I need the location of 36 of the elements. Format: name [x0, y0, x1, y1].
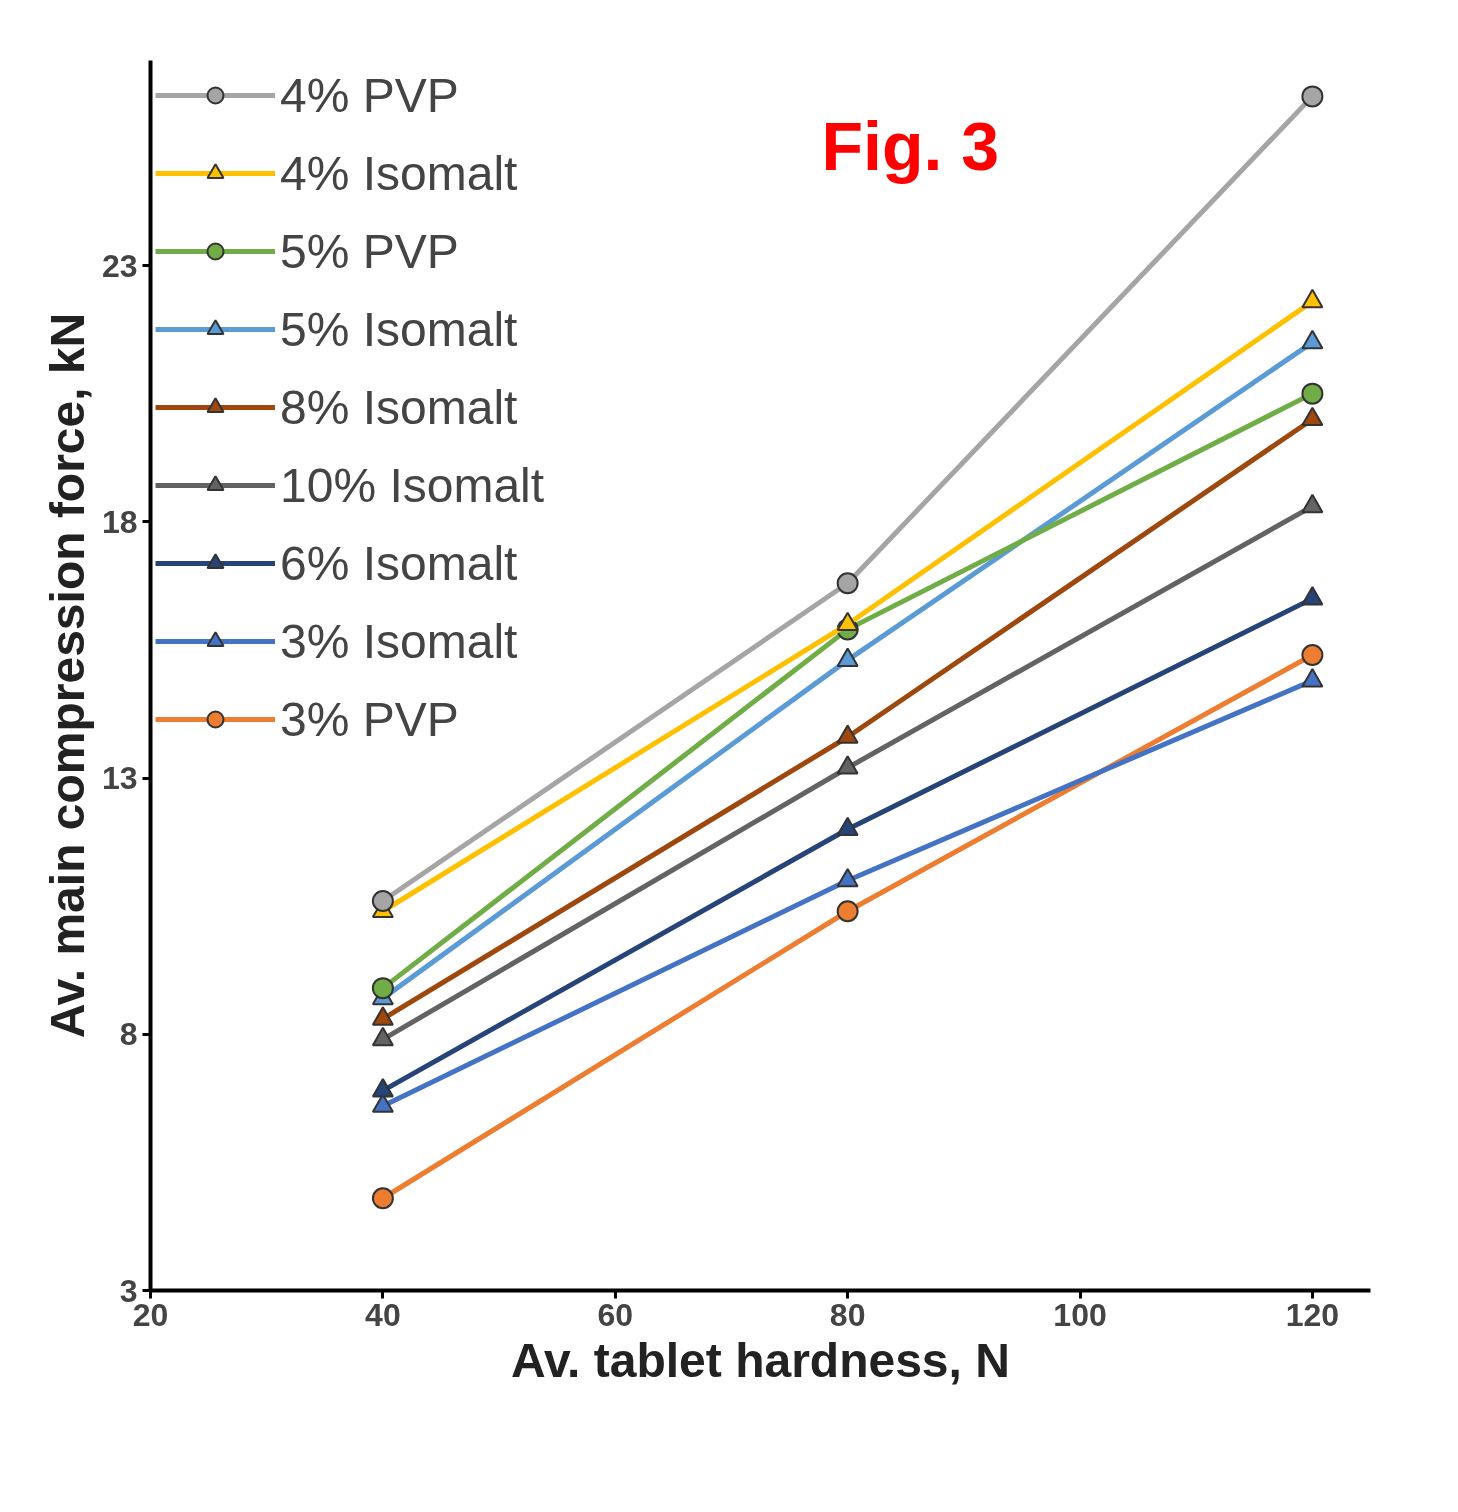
- point: [1301, 493, 1324, 514]
- y-tick-label: 8: [119, 1016, 138, 1053]
- x-axis-title: Av. tablet hardness, N: [511, 1333, 1010, 1387]
- y-tick-label: 13: [101, 760, 138, 796]
- point: [371, 1078, 394, 1098]
- legend-label: 4% Isomalt: [280, 145, 518, 202]
- point: [1301, 586, 1324, 606]
- annotation: Fig. 3: [821, 107, 1000, 184]
- legend-label: 5% PVP: [280, 223, 459, 280]
- x-tick-label: 40: [365, 1296, 401, 1333]
- legend-label: 10% Isomalt: [280, 457, 545, 514]
- point: [371, 1026, 394, 1047]
- point: [836, 647, 859, 667]
- point: [1301, 288, 1324, 309]
- point: [836, 724, 859, 744]
- y-tick-label: 23: [101, 247, 138, 284]
- legend-label: 3% PVP: [280, 691, 459, 748]
- y-tick-label: 18: [101, 503, 138, 540]
- point: [836, 611, 859, 632]
- point: [1301, 329, 1324, 350]
- legend-label: 5% Isomalt: [280, 301, 518, 358]
- point: [836, 867, 859, 888]
- point: [836, 816, 859, 837]
- x-tick-label: 120: [1285, 1296, 1340, 1333]
- point: [1301, 668, 1324, 688]
- point: [1301, 406, 1324, 427]
- x-tick-label: 80: [829, 1296, 866, 1333]
- legend-label: 4% PVP: [280, 67, 459, 124]
- point: [371, 1006, 394, 1026]
- x-tick-label: 100: [1053, 1296, 1107, 1333]
- legend-label: 6% Isomalt: [280, 535, 518, 592]
- point: [836, 755, 859, 775]
- y-axis-title: Av. main compression force, kN: [40, 312, 94, 1039]
- legend-label: 3% Isomalt: [280, 613, 518, 670]
- x-tick-label: 60: [597, 1296, 634, 1333]
- legend-label: 8% Isomalt: [280, 379, 518, 436]
